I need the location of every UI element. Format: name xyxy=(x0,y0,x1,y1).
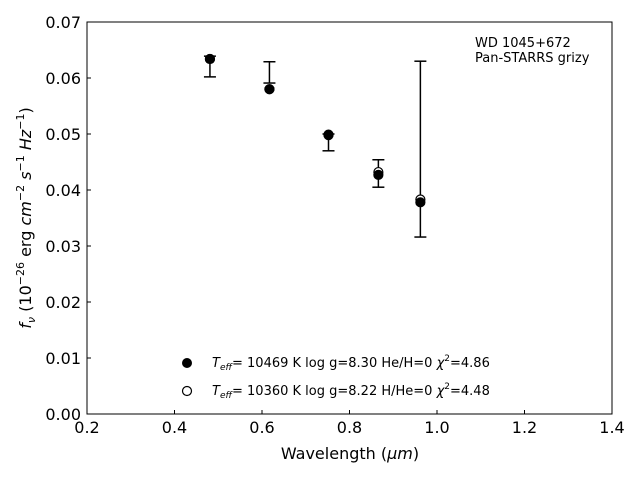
y-tick-label: 0.02 xyxy=(45,293,81,312)
y-axis-label: fν (10−26 erg cm−2 s−1 Hz−1) xyxy=(14,107,38,328)
x-tick-label: 1.2 xyxy=(512,418,537,437)
x-tick-label: 1.4 xyxy=(599,418,624,437)
y-tick-label: 0.03 xyxy=(45,237,81,256)
data-points xyxy=(204,53,426,208)
y-tick-label: 0.04 xyxy=(45,181,81,200)
model-point-filled xyxy=(264,84,275,95)
annotation-survey: Pan-STARRS grizy xyxy=(475,51,590,66)
x-tick-label: 0.6 xyxy=(249,418,274,437)
y-tick-label: 0.00 xyxy=(45,405,81,424)
model-point-filled xyxy=(373,169,384,180)
axis-ticks: 0.2 0.4 0.6 0.8 1.0 1.2 1.4 0.00 0.01 0.02 0.03 0.0… xyxy=(45,13,624,437)
legend-entry-open: Teff= 10360 K log g=8.22 H/He=0 χ2=4.48 xyxy=(212,382,490,401)
legend-entry-filled: Teff= 10469 K log g=8.30 He/H=0 χ2=4.86 xyxy=(212,354,490,373)
x-axis-label: Wavelength (μm) xyxy=(281,444,419,463)
x-tick-label: 1.0 xyxy=(424,418,449,437)
x-tick-label: 0.2 xyxy=(74,418,99,437)
legend-marker-filled xyxy=(182,358,192,368)
x-tick-label: 0.4 xyxy=(162,418,187,437)
model-point-filled xyxy=(415,197,426,208)
y-tick-label: 0.05 xyxy=(45,125,81,144)
plot-area xyxy=(86,21,613,415)
legend: Teff= 10469 K log g=8.30 He/H=0 χ2=4.86 … xyxy=(181,354,490,401)
x-tick-label: 0.8 xyxy=(337,418,362,437)
model-point-filled xyxy=(204,53,216,65)
legend-marker-open xyxy=(181,385,193,397)
y-tick-label: 0.06 xyxy=(45,69,81,88)
annotation-object: WD 1045+672 xyxy=(475,36,571,51)
y-tick-label: 0.07 xyxy=(45,13,81,32)
model-point-filled xyxy=(323,129,334,140)
y-tick-label: 0.01 xyxy=(45,349,81,368)
